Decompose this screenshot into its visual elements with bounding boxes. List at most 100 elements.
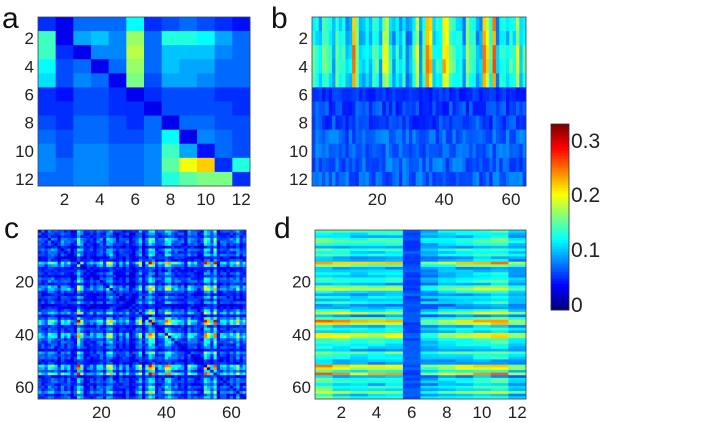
panel-c-cell [38, 393, 42, 397]
panel-c-cell [236, 277, 240, 281]
panel-c-cell [60, 237, 65, 241]
panel-c-cell [181, 243, 185, 247]
panel-c-cell [129, 388, 133, 392]
panel-c-cell [86, 362, 91, 366]
panel-b-cell [495, 17, 500, 32]
panel-c-cell [226, 259, 231, 263]
panel-c-cell [116, 259, 120, 263]
panel-c-cell [168, 269, 172, 273]
panel-c-cell [57, 232, 62, 236]
panel-c-cell [194, 367, 198, 371]
panel-c-cell [132, 288, 136, 292]
panel-b-cell [502, 129, 507, 145]
panel-c-cell [164, 343, 169, 347]
panel-c-cell [41, 332, 45, 337]
panel-c-cell [200, 293, 205, 297]
panel-c-cell [132, 277, 136, 281]
panel-c-cell [103, 248, 107, 252]
panel-c-cell [226, 319, 231, 323]
panel-c-cell [187, 354, 192, 358]
panel-c-cell [138, 277, 143, 281]
panel-c-cell [142, 306, 146, 310]
panel-c-cell [145, 274, 149, 278]
panel-c-cell [73, 243, 78, 247]
panel-c-cell [77, 338, 81, 342]
panel-c-cell [142, 351, 146, 355]
panel-c-cell [135, 388, 140, 392]
panel-c-cell [99, 303, 104, 307]
panel-c-cell [145, 298, 149, 302]
panel-b-cell [515, 129, 520, 145]
panel-b-cell [325, 73, 330, 88]
panel-b-cell [375, 17, 380, 32]
panel-c-cell [103, 259, 107, 263]
panel-c-cell [93, 391, 97, 395]
panel-b-cell [325, 129, 330, 145]
panel-c-cell [181, 259, 185, 263]
panel-c-cell [242, 243, 247, 247]
panel-c-cell [239, 282, 244, 286]
panel-c-cell [148, 243, 153, 247]
panel-c-cell [213, 293, 218, 297]
panel-b-cell [388, 115, 393, 131]
panel-c-cell [151, 325, 156, 329]
panel-c-cell [93, 343, 97, 347]
panel-c-cell [239, 303, 244, 307]
panel-c-cell [80, 351, 84, 355]
panel-c-cell [190, 248, 195, 252]
panel-c-cell [93, 385, 97, 389]
panel-c-cell [103, 354, 107, 358]
panel-c-cell [47, 377, 52, 381]
panel-c-cell [174, 359, 179, 363]
panel-c-cell [96, 272, 101, 276]
panel-c-cell [38, 243, 42, 247]
panel-c-cell [181, 306, 185, 310]
panel-c-cell [239, 319, 244, 323]
panel-c-cell [129, 338, 133, 342]
panel-c-cell [54, 311, 58, 315]
panel-c-cell [119, 240, 123, 244]
panel-c-cell [80, 309, 84, 313]
panel-c-cell [145, 377, 149, 381]
panel-c-cell [67, 393, 71, 397]
panel-c-cell [67, 243, 71, 247]
panel-c-cell [70, 237, 75, 241]
panel-c-cell [155, 391, 159, 395]
panel-c-cell [70, 256, 75, 260]
panel-b-cell [318, 171, 323, 187]
panel-c-cell [125, 354, 130, 358]
panel-c-cell [77, 253, 81, 257]
panel-c-cell [161, 354, 166, 358]
panel-c-cell [99, 377, 104, 381]
panel-c-cell [38, 298, 42, 302]
panel-c-cell [168, 335, 172, 339]
panel-c-cell [148, 301, 153, 305]
panel-c-cell [197, 282, 201, 286]
panel-c-cell [203, 230, 208, 234]
panel-c-cell [190, 372, 195, 376]
panel-c-cell [207, 369, 211, 373]
panel-c-cell [158, 325, 162, 329]
panel-b-cell [425, 59, 430, 74]
panel-b-cell [322, 17, 326, 32]
panel-b-cell [358, 171, 363, 187]
panel-c-cell [60, 261, 65, 265]
panel-c-cell [177, 261, 182, 265]
panel-a-cell [38, 87, 57, 102]
panel-c-cell [181, 335, 185, 339]
panel-c-cell [203, 319, 208, 323]
panel-a-x-tick-label: 4 [95, 190, 104, 209]
panel-c-cell [96, 380, 101, 384]
panel-c-cell [177, 296, 182, 300]
panel-c-cell [207, 240, 211, 244]
panel-b-cell [348, 143, 353, 159]
panel-c-cell [200, 367, 205, 371]
panel-c-cell [236, 290, 240, 294]
panel-b-cell [419, 59, 423, 74]
panel-c-cell [242, 385, 247, 389]
panel-b-cell [505, 59, 510, 74]
panel-c-cell [223, 309, 227, 313]
panel-c-cell [73, 240, 78, 244]
panel-c-cell [223, 259, 227, 263]
panel-c-cell [213, 391, 218, 395]
